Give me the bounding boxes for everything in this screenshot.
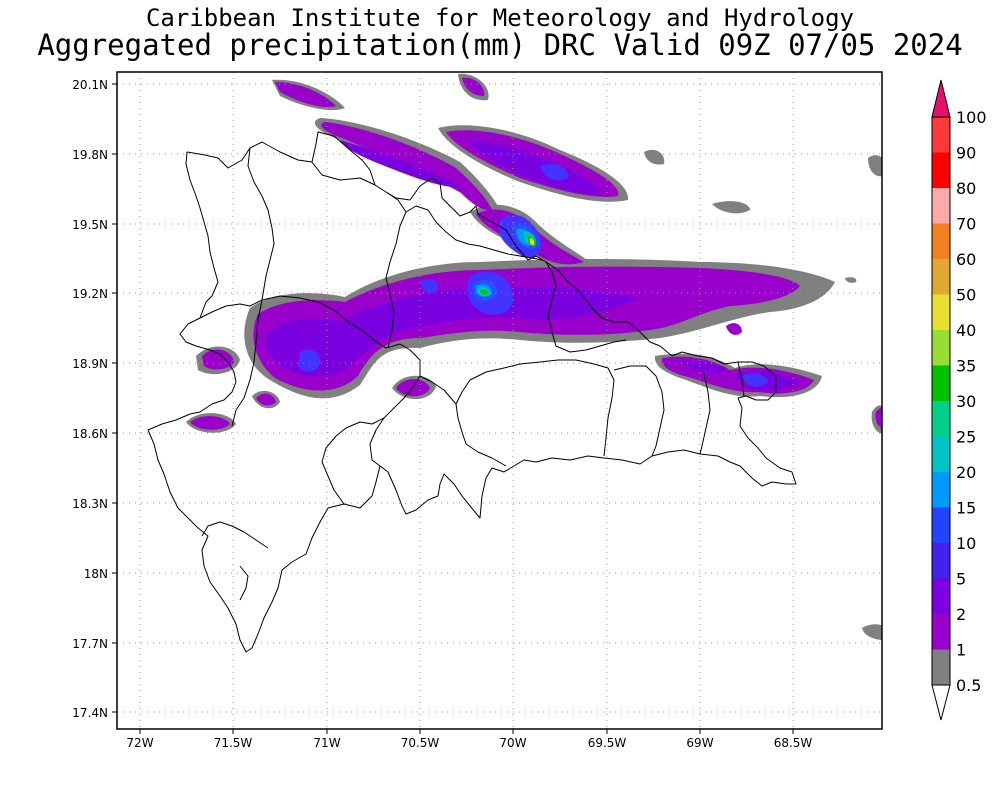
- province-border-13: [201, 521, 269, 549]
- province-border-1: [261, 295, 421, 387]
- legend-outline: [931, 116, 951, 686]
- legend-label: 90: [956, 144, 976, 163]
- legend-swatch: [932, 649, 950, 685]
- legend-label: 5: [956, 570, 966, 589]
- province-border-2: [385, 205, 543, 349]
- legend-swatch: [932, 117, 950, 153]
- legend-top-arrow: [931, 79, 951, 118]
- haiti-dr-border: [231, 299, 263, 427]
- legend-label: 20: [956, 463, 976, 482]
- province-border-17: [199, 299, 263, 319]
- province-border-6: [455, 379, 507, 467]
- map-frame: [116, 71, 883, 730]
- axis-ticks: [112, 83, 794, 734]
- lat-label: 19.2N: [72, 287, 108, 301]
- legend-swatch: [932, 188, 950, 224]
- land-boundaries: [147, 131, 797, 653]
- legend-swatch: [932, 365, 950, 401]
- legend-swatch: [932, 507, 950, 543]
- province-border-12: [419, 375, 457, 405]
- lat-label: 18N: [84, 567, 108, 581]
- legend-label: 70: [956, 215, 976, 234]
- legend-swatch: [932, 401, 950, 437]
- lon-label: 68.5W: [774, 736, 813, 750]
- legend-swatch: [932, 294, 950, 330]
- lat-label: 19.5N: [72, 218, 108, 232]
- province-border-9: [737, 361, 745, 397]
- lat-label: 20.1N: [72, 78, 108, 92]
- lat-label: 17.4N: [72, 706, 108, 720]
- legend-swatch: [932, 472, 950, 508]
- legend-swatch: [932, 578, 950, 614]
- province-border-16: [247, 147, 275, 301]
- lon-label: 71.5W: [214, 736, 253, 750]
- title-line-1: Caribbean Institute for Meteorology and …: [145, 4, 854, 32]
- lon-label: 69.5W: [588, 736, 627, 750]
- legend-swatch: [932, 614, 950, 650]
- province-border-14: [239, 565, 249, 601]
- legend-swatch: [932, 543, 950, 579]
- lon-label: 69W: [686, 736, 713, 750]
- legend-label: 35: [956, 357, 976, 376]
- legend-swatch: [932, 259, 950, 295]
- lat-label: 19.8N: [72, 148, 108, 162]
- legend-swatch: [932, 223, 950, 259]
- province-border-10: [369, 385, 415, 467]
- legend-label: 60: [956, 250, 976, 269]
- legend-bottom-arrow: [931, 684, 951, 721]
- legend-label: 80: [956, 179, 976, 198]
- legend-label: 10: [956, 534, 976, 553]
- island-outline: [147, 141, 797, 653]
- province-border-3: [385, 191, 407, 213]
- title-line-2: Aggregated precipitation(mm) DRC Valid 0…: [37, 28, 963, 62]
- latitude-labels: 20.1N 19.8N 19.5N 19.2N 18.9N 18.6N 18.3…: [72, 78, 108, 720]
- lat-label: 18.6N: [72, 427, 108, 441]
- precip-40mm-area: [529, 238, 535, 246]
- legend-label: 2: [956, 605, 966, 624]
- legend-label: 0.5: [956, 676, 981, 695]
- province-border-8: [699, 373, 711, 455]
- lon-label: 70.5W: [401, 736, 440, 750]
- lon-label: 72W: [126, 736, 153, 750]
- province-border-11: [321, 417, 385, 505]
- lat-label: 18.9N: [72, 357, 108, 371]
- lat-label: 18.3N: [72, 497, 108, 511]
- legend-label: 50: [956, 286, 976, 305]
- legend-swatch: [932, 152, 950, 188]
- legend-label: 15: [956, 499, 976, 518]
- lat-label: 17.7N: [72, 637, 108, 651]
- legend-label: 40: [956, 321, 976, 340]
- precipitation-field: [186, 73, 882, 640]
- legend-labels: 100 90 80 70 60 50 40 35 30 25 20 15 10 …: [956, 108, 987, 695]
- legend-swatch: [932, 436, 950, 472]
- province-border-4: [545, 261, 627, 353]
- province-border-15: [311, 131, 376, 186]
- province-border-5: [469, 359, 615, 457]
- lon-label: 71W: [313, 736, 340, 750]
- color-legend: 100 90 80 70 60 50 40 35 30 25 20 15 10 …: [931, 79, 987, 721]
- legend-label: 25: [956, 428, 976, 447]
- legend-label: 100: [956, 108, 987, 127]
- legend-label: 30: [956, 392, 976, 411]
- province-border-7: [613, 365, 665, 457]
- lon-label: 70W: [499, 736, 526, 750]
- longitude-labels: 72W 71.5W 71W 70.5W 70W 69.5W 69W 68.5W: [126, 736, 812, 750]
- legend-label: 1: [956, 641, 966, 660]
- legend-swatch: [932, 330, 950, 366]
